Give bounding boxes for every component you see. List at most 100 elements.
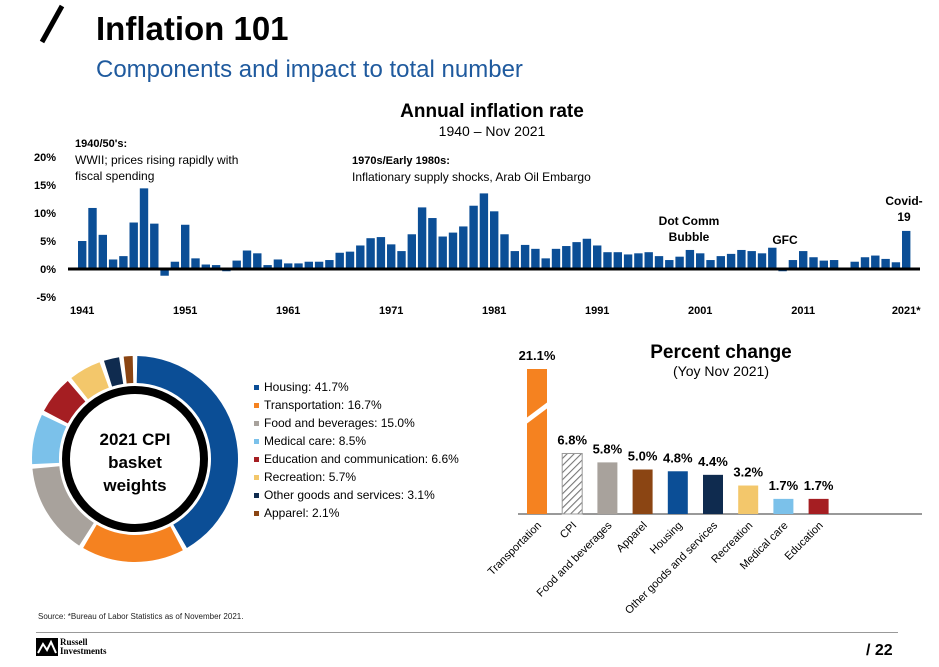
- donut-slice: [32, 466, 94, 546]
- data-label: 4.4%: [698, 454, 728, 469]
- bar: [860, 257, 870, 269]
- category-label: Transportation: [486, 520, 544, 578]
- donut-slice: [103, 357, 124, 387]
- bar: [819, 260, 828, 269]
- logo-mark-icon: [36, 638, 58, 656]
- page-number: / 22: [866, 642, 893, 659]
- bar: [675, 256, 684, 269]
- bar: [809, 257, 818, 269]
- bar: [881, 258, 890, 269]
- bar: [768, 247, 777, 269]
- bar: [551, 248, 561, 269]
- x-tick-label: 2011: [791, 305, 815, 317]
- legend-swatch: [254, 456, 259, 462]
- x-tick-label: 2021*: [892, 305, 921, 317]
- bar: [597, 462, 618, 514]
- donut-slice: [123, 356, 134, 384]
- bar: [572, 242, 581, 269]
- donut-center-line: weights: [103, 476, 167, 495]
- category-label: Apparel: [614, 520, 649, 555]
- x-tick-label: 1941: [70, 305, 94, 317]
- legend-label: Apparel: 2.1%: [264, 506, 340, 520]
- bar: [634, 253, 643, 269]
- donut-inner-ring: [62, 386, 208, 532]
- data-label: 5.8%: [593, 441, 623, 456]
- annotation-text: 19: [897, 210, 911, 224]
- legend-swatch: [254, 402, 259, 408]
- bar: [738, 485, 759, 514]
- bar: [500, 234, 509, 269]
- bar: [788, 260, 798, 269]
- bar: [562, 246, 571, 269]
- bar: [850, 261, 859, 269]
- bar: [345, 251, 355, 269]
- data-label: 6.8%: [557, 432, 587, 447]
- bar: [808, 498, 829, 514]
- y-tick-label: 15%: [34, 180, 56, 192]
- bar: [541, 258, 550, 269]
- legend-label: Other goods and services: 3.1%: [264, 488, 435, 502]
- bar: [644, 252, 653, 269]
- source-note: Source: *Bureau of Labor Statistics as o…: [38, 612, 244, 621]
- bar: [654, 256, 664, 269]
- bar: [510, 251, 519, 269]
- bar: [520, 244, 530, 269]
- percent-change-chart: Percent change(Yoy Nov 2021) 21.1% Transpo…: [486, 342, 922, 617]
- bar: [253, 253, 262, 269]
- legend-item: Recreation: 5.7%: [254, 468, 459, 486]
- bar: [593, 245, 602, 269]
- bar: [181, 224, 190, 269]
- legend-swatch: [254, 474, 259, 480]
- bar: [632, 469, 653, 514]
- footer-divider: [36, 632, 898, 633]
- bar: [417, 207, 427, 269]
- x-tick-label: 1961: [276, 305, 300, 317]
- bar: [119, 256, 128, 269]
- legend-item: Medical care: 8.5%: [254, 432, 459, 450]
- annotation-text: GFC: [772, 233, 798, 247]
- x-tick-label: 1981: [482, 305, 506, 317]
- bar: [263, 265, 272, 269]
- legend-item: Food and beverages: 15.0%: [254, 414, 459, 432]
- legend-label: Transportation: 16.7%: [264, 398, 382, 412]
- bar: [665, 260, 674, 269]
- legend-item: Apparel: 2.1%: [254, 504, 459, 522]
- legend-item: Housing: 41.7%: [254, 378, 459, 396]
- bar: [469, 205, 478, 269]
- y-tick-label: 0%: [40, 264, 56, 276]
- bar: [527, 369, 547, 514]
- bar: [696, 253, 705, 269]
- y-tick-label: 10%: [34, 208, 56, 220]
- bar: [623, 254, 633, 269]
- bar: [335, 252, 344, 269]
- bar: [356, 245, 365, 269]
- x-tick-label: 2001: [688, 305, 712, 317]
- bar: [98, 234, 107, 269]
- annotation-text: fiscal spending: [75, 169, 154, 183]
- bar: [366, 238, 375, 269]
- bar: [490, 211, 499, 269]
- annotation-title: 1940/50's:: [75, 138, 127, 150]
- bar: [232, 260, 241, 269]
- legend-swatch: [254, 438, 259, 444]
- bar: [448, 232, 458, 269]
- legend-swatch: [254, 510, 259, 516]
- bar: [160, 269, 169, 276]
- bar: [737, 249, 746, 269]
- bar: [902, 230, 911, 269]
- bar: [170, 261, 180, 269]
- bar: [376, 237, 386, 269]
- bar: [242, 250, 252, 269]
- page-subtitle: Components and impact to total number: [96, 56, 523, 83]
- annotation-text: Covid-: [885, 194, 922, 208]
- donut-slice: [43, 380, 86, 424]
- data-label: 3.2%: [733, 465, 763, 480]
- logo-text-line: Investments: [60, 646, 107, 656]
- bar: [139, 188, 149, 269]
- bar: [304, 261, 313, 269]
- legend-swatch: [254, 384, 259, 390]
- bar: [201, 264, 210, 269]
- legend-swatch: [254, 492, 259, 498]
- chart-subtitle: 1940 – Nov 2021: [439, 123, 546, 139]
- legend-label: Medical care: 8.5%: [264, 434, 367, 448]
